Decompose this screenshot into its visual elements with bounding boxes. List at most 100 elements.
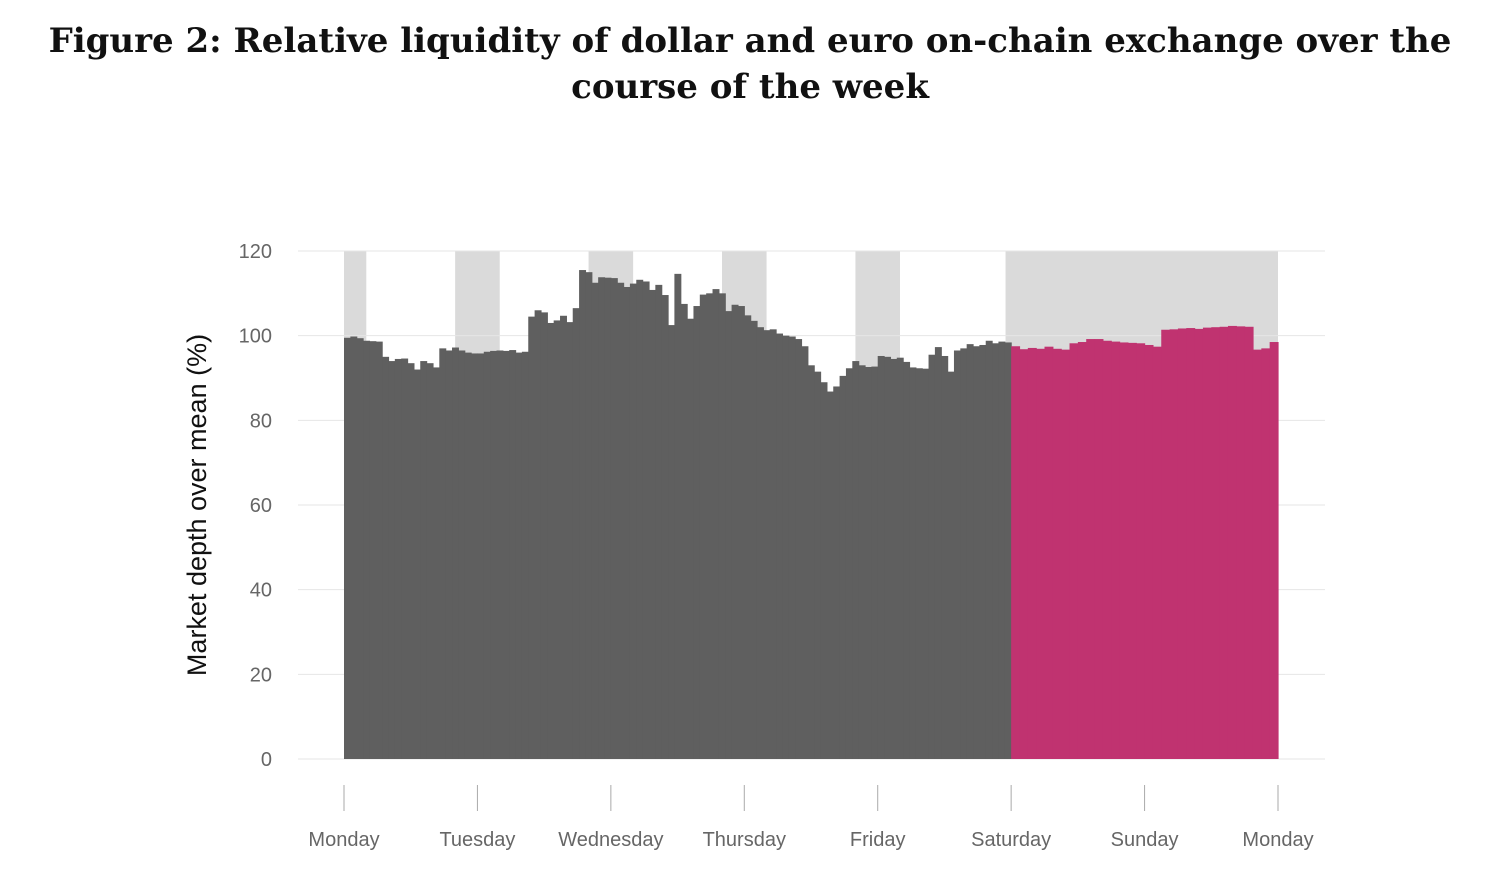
weekday-bar: [998, 341, 1006, 759]
weekday-bar: [820, 382, 828, 759]
weekday-bar: [509, 350, 517, 759]
weekday-bar: [394, 358, 402, 759]
weekday-bar: [845, 368, 853, 759]
weekday-bar: [445, 350, 453, 759]
figure-title: Figure 2: Relative liquidity of dollar a…: [0, 18, 1500, 110]
y-tick-label: 60: [250, 495, 272, 517]
weekday-bar: [680, 303, 688, 759]
weekday-bar: [871, 366, 879, 759]
weekend-bar: [1261, 348, 1271, 759]
weekend-bar: [1044, 346, 1054, 759]
weekday-bar: [553, 320, 561, 759]
weekday-bar: [941, 355, 949, 759]
weekday-bar: [401, 358, 409, 759]
weekday-bar: [534, 310, 542, 759]
y-tick-label: 120: [239, 241, 272, 263]
weekday-bar: [839, 375, 847, 759]
weekend-bar: [1102, 340, 1112, 759]
weekday-bar: [502, 350, 510, 759]
weekday-bar: [452, 347, 459, 759]
weekday-bar: [572, 308, 580, 759]
weekday-bar: [852, 361, 860, 759]
weekend-bar: [1111, 341, 1121, 759]
weekday-bar: [674, 273, 682, 759]
weekday-bar: [979, 344, 987, 759]
weekday-bar: [909, 367, 917, 759]
weekend-bar: [1202, 327, 1212, 759]
weekday-bar: [788, 336, 796, 759]
weekend-bar: [1036, 348, 1046, 759]
weekday-bar: [420, 361, 428, 759]
weekday-bar: [833, 386, 841, 759]
weekday-bar: [687, 318, 695, 759]
weekend-bar: [1086, 339, 1096, 759]
weekday-bar: [540, 312, 548, 759]
weekday-bar: [985, 340, 993, 759]
weekend-bar: [1069, 343, 1079, 759]
weekend-bar: [1119, 342, 1129, 759]
weekday-bar: [388, 361, 396, 759]
x-tick-label: Saturday: [971, 829, 1051, 851]
weekday-bar: [1004, 342, 1012, 759]
weekday-bar: [636, 279, 644, 759]
weekend-bar: [1194, 328, 1204, 759]
weekday-bar: [807, 365, 815, 759]
weekday-bar: [973, 346, 980, 759]
weekday-bar: [776, 333, 784, 759]
weekday-bar: [369, 341, 377, 759]
weekday-bar: [947, 371, 955, 759]
weekday-bar: [547, 322, 555, 759]
weekday-bar: [706, 293, 714, 759]
weekend-bar: [1152, 346, 1162, 759]
weekday-bar: [712, 289, 720, 759]
weekday-bar: [928, 354, 936, 759]
weekday-bar: [579, 270, 587, 759]
weekday-bar: [477, 353, 485, 759]
weekday-bar: [483, 351, 491, 759]
weekday-bar: [915, 368, 923, 759]
weekday-bar: [966, 344, 974, 759]
weekday-bar: [375, 341, 383, 759]
weekday-bar: [610, 278, 618, 759]
weekday-bar: [795, 339, 803, 759]
weekday-bar: [496, 350, 504, 759]
weekend-bar: [1144, 344, 1154, 759]
weekend-bar: [1227, 325, 1237, 759]
weekday-bar: [890, 358, 898, 759]
x-tick-label: Thursday: [703, 829, 786, 851]
y-tick-label: 0: [261, 749, 272, 771]
weekday-bar: [356, 338, 364, 759]
weekday-bar: [884, 356, 892, 759]
weekday-bar: [591, 282, 599, 759]
weekday-bar: [858, 365, 866, 759]
x-tick-label: Tuesday: [439, 829, 515, 851]
y-tick-label: 20: [250, 664, 272, 686]
weekday-bar: [458, 350, 466, 759]
weekday-bar: [439, 348, 447, 759]
weekend-bar: [1211, 327, 1221, 759]
weekday-bar: [718, 293, 726, 759]
weekday-bar: [471, 353, 479, 759]
weekend-bar: [1169, 329, 1179, 759]
weekday-bar: [801, 346, 809, 759]
weekday-bar: [750, 320, 758, 759]
weekday-bar: [363, 340, 371, 759]
weekday-bar: [490, 350, 498, 759]
weekday-bar: [769, 329, 777, 759]
weekday-bar: [763, 330, 771, 759]
weekday-bar: [744, 315, 752, 759]
weekend-bar: [1052, 348, 1062, 759]
y-axis-label: Market depth over mean (%): [182, 334, 212, 676]
weekend-bar: [1236, 326, 1246, 759]
weekday-bar: [648, 289, 656, 759]
weekend-bar: [1094, 339, 1104, 759]
x-tick-label: Monday: [308, 829, 379, 851]
y-tick-label: 80: [250, 410, 272, 432]
weekday-bar: [528, 316, 536, 759]
weekday-bar: [960, 348, 968, 759]
weekday-bar: [731, 304, 739, 759]
weekday-bar: [432, 367, 440, 759]
weekday-bar: [407, 363, 415, 759]
weekend-bar: [1161, 329, 1171, 759]
weekday-bar: [903, 361, 911, 759]
